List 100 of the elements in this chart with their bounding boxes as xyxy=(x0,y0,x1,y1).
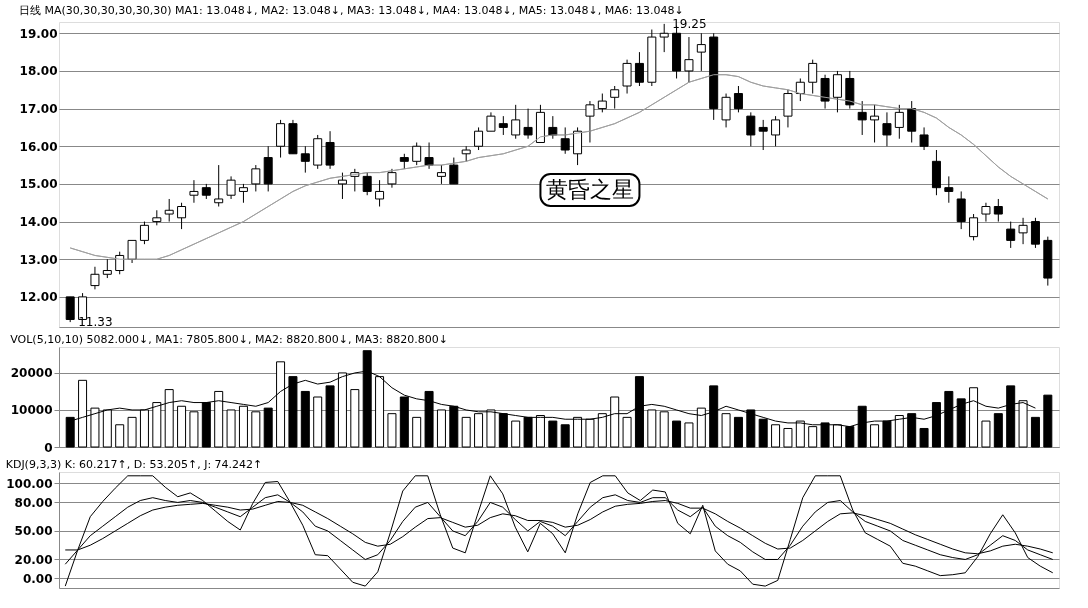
candlestick xyxy=(90,266,100,290)
candlestick xyxy=(944,175,954,204)
candlestick xyxy=(276,119,286,159)
candlestick xyxy=(721,93,731,128)
candlestick xyxy=(449,157,459,185)
annotation: 19.25 xyxy=(672,16,707,31)
candlestick xyxy=(585,100,595,143)
candlestick xyxy=(1018,217,1028,245)
candlestick xyxy=(387,168,397,189)
bar xyxy=(647,409,657,448)
candlestick xyxy=(795,77,805,102)
candlestick xyxy=(523,108,533,140)
candlestick xyxy=(573,126,583,166)
bar xyxy=(511,420,521,448)
candlestick xyxy=(226,175,236,200)
bar xyxy=(300,390,310,448)
chart-title: KDJ(9,3,3) K: 60.217↑, D: 53.205↑, J: 74.242↑ xyxy=(5,458,263,471)
candlestick xyxy=(127,239,137,264)
candlestick xyxy=(956,190,966,230)
bar xyxy=(783,427,793,448)
bar xyxy=(659,411,669,448)
bar xyxy=(1043,394,1053,448)
candlestick xyxy=(659,23,669,53)
candlestick xyxy=(1006,221,1016,249)
y-tick-label: 17.00 xyxy=(19,102,58,117)
bar xyxy=(461,416,471,448)
candlestick xyxy=(634,51,644,87)
bar xyxy=(981,420,991,448)
candlestick xyxy=(771,115,781,147)
candlestick xyxy=(746,111,756,147)
y-tick-label: 19.00 xyxy=(19,26,58,41)
bar xyxy=(263,407,273,448)
candlestick xyxy=(894,104,904,140)
chart-title: 日线 MA(30,30,30,30,30,30) MA1: 13.048↓, MA2: 13.048↓, MA3: 13.048↓, MA4: 13.048↓, MA5: 13.048↓, MA6: 13.048↓ xyxy=(19,3,684,17)
y-tick-label: 10000 xyxy=(10,403,53,418)
candlestick xyxy=(300,145,310,174)
candlestick xyxy=(474,126,484,151)
candlestick xyxy=(560,126,570,155)
bar xyxy=(870,424,880,448)
candlestick xyxy=(511,104,521,140)
candlestick xyxy=(251,164,261,192)
candlestick xyxy=(857,100,867,136)
bar xyxy=(127,416,137,448)
bar xyxy=(387,413,397,448)
candlestick xyxy=(919,126,929,151)
candlestick xyxy=(758,119,768,151)
candlestick xyxy=(610,85,620,110)
candlestick xyxy=(622,59,632,95)
candlestick xyxy=(375,179,385,208)
bar xyxy=(189,411,199,448)
bar xyxy=(251,411,261,448)
y-tick-label: 0.00 xyxy=(22,571,53,586)
candlestick xyxy=(238,183,248,204)
y-tick-label: 100.00 xyxy=(6,476,53,491)
bar xyxy=(436,409,446,448)
y-tick-label: 16.00 xyxy=(19,139,58,154)
candlestick xyxy=(102,258,112,279)
y-tick-label: 80.00 xyxy=(14,495,53,510)
annotation: 11.33 xyxy=(78,315,113,330)
candlestick xyxy=(337,172,347,200)
bar xyxy=(313,396,323,448)
candlestick xyxy=(177,202,187,230)
y-tick-label: 0 xyxy=(44,440,53,455)
candlestick xyxy=(907,100,917,143)
candlestick xyxy=(870,104,880,143)
candlestick xyxy=(969,213,979,241)
candlestick xyxy=(832,70,842,113)
candlestick xyxy=(696,32,706,72)
line-series xyxy=(64,475,1054,587)
bar xyxy=(177,405,187,448)
candlestick xyxy=(424,141,434,170)
candlestick xyxy=(412,141,422,166)
y-tick-label: 20.00 xyxy=(14,552,53,567)
candlestick xyxy=(808,59,818,95)
candlestick xyxy=(882,111,892,147)
y-tick-label: 50.00 xyxy=(14,524,53,539)
candlestick xyxy=(214,164,224,208)
candlestick xyxy=(993,198,1003,223)
candlestick xyxy=(362,172,372,196)
bar xyxy=(919,427,929,448)
y-tick-label: 20000 xyxy=(10,366,53,381)
y-tick-label: 18.00 xyxy=(19,64,58,79)
bar xyxy=(622,416,632,448)
candlestick xyxy=(436,164,446,185)
y-tick-label: 14.00 xyxy=(19,215,58,230)
candlestick xyxy=(65,296,75,323)
annotation: 黄昏之星 xyxy=(545,177,634,202)
candlestick xyxy=(597,93,607,113)
candlestick xyxy=(981,202,991,223)
bar xyxy=(684,422,694,448)
bar xyxy=(412,416,422,448)
bar xyxy=(1030,416,1040,448)
bar xyxy=(733,416,743,448)
y-tick-label: 15.00 xyxy=(19,177,58,192)
bar xyxy=(350,389,360,448)
candlestick xyxy=(1030,217,1040,249)
bar xyxy=(560,424,570,448)
y-tick-label: 12.00 xyxy=(19,290,58,305)
bar xyxy=(115,424,125,448)
candlestick xyxy=(325,130,335,170)
